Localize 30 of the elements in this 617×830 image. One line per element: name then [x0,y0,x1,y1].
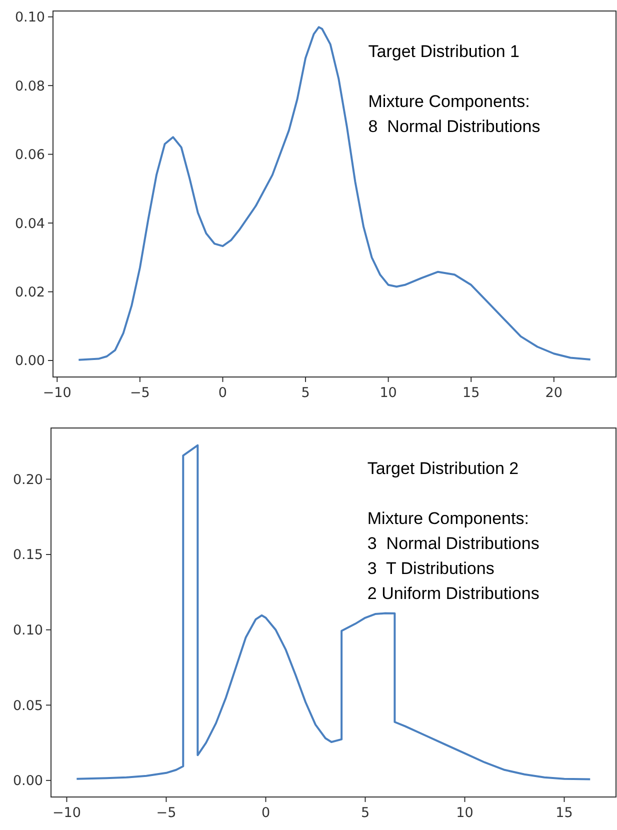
annotation: Mixture Components: 3 Normal Distributions 3 T Distributions 2 Uniform Distributions [367,509,540,603]
y-tick-label: 0.04 [14,216,45,232]
y-tick-label: 0.00 [14,353,45,370]
x-tick-label: 15 [462,385,480,401]
annotation: Mixture Components: 8 Normal Distributions [368,92,540,136]
x-tick-label: −5 [156,805,176,821]
y-tick-label: 0.05 [12,698,43,714]
y-tick-label: 0.20 [12,472,43,488]
y-tick-label: 0.02 [14,284,45,300]
x-tick-label: 0 [218,385,228,401]
x-tick-label: 20 [545,385,562,401]
y-tick-label: 0.10 [12,622,43,639]
x-tick-label: 5 [360,805,370,821]
y-tick-label: 0.10 [14,10,45,26]
line-series [78,26,592,361]
y-tick-label: 0.15 [12,547,43,564]
y-tick-label: 0.06 [14,147,45,164]
x-tick-label: −10 [52,805,81,821]
y-tick-label: 0.08 [14,78,45,94]
x-tick-label: −10 [42,385,72,401]
line-series [76,444,592,780]
x-tick-label: −5 [130,385,150,401]
y-tick-label: 0.00 [12,773,43,790]
annotation: Target Distribution 2 [367,459,519,478]
x-tick-label: 10 [380,385,397,401]
x-tick-label: 15 [556,805,573,821]
annotation: Target Distribution 1 [368,42,520,61]
x-tick-label: 10 [456,805,474,821]
x-tick-label: 0 [261,805,270,821]
x-tick-label: 5 [301,385,310,401]
